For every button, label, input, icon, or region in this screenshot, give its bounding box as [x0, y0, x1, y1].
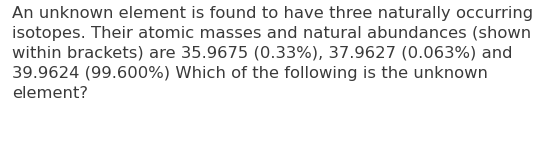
- Text: An unknown element is found to have three naturally occurring
isotopes. Their at: An unknown element is found to have thre…: [12, 6, 533, 101]
